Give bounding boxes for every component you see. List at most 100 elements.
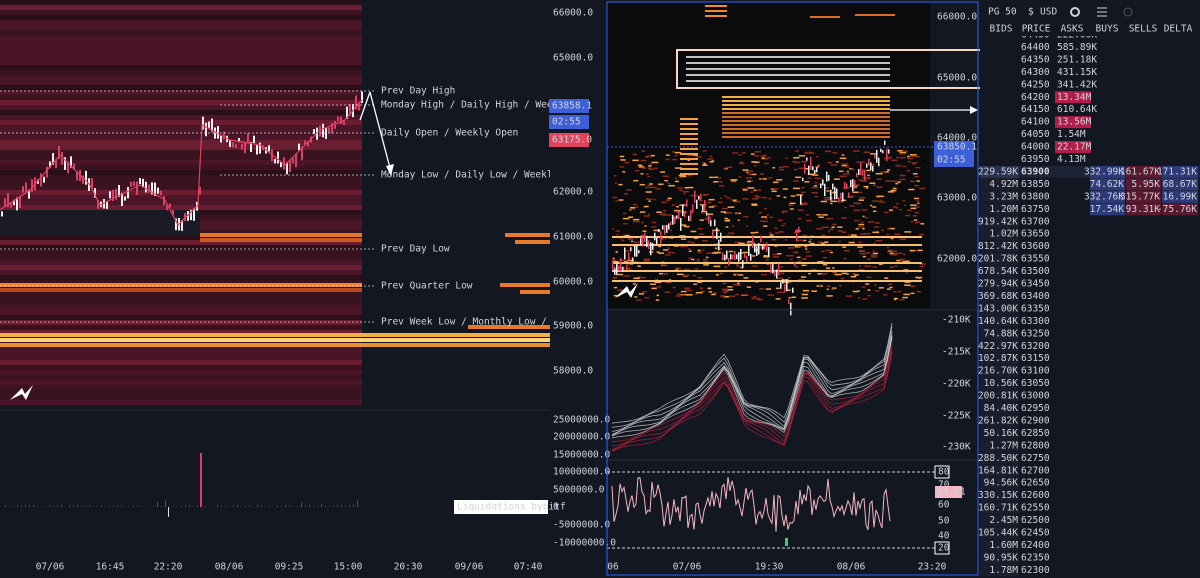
heat-dot bbox=[641, 150, 645, 153]
price: 63350 bbox=[1021, 303, 1050, 314]
heat-dot bbox=[787, 276, 791, 279]
heat-hot bbox=[680, 123, 698, 125]
heat-dot bbox=[863, 185, 869, 188]
heat-dot bbox=[767, 294, 774, 296]
candle bbox=[880, 148, 882, 153]
heat-dot bbox=[638, 166, 645, 168]
candle bbox=[862, 169, 864, 176]
heat-dot bbox=[741, 152, 746, 154]
heat-dot bbox=[876, 230, 879, 233]
heat-dot bbox=[662, 214, 667, 216]
price-marker bbox=[549, 133, 589, 147]
heat-dot bbox=[870, 256, 877, 258]
volume-bar bbox=[9, 506, 10, 507]
candle bbox=[874, 154, 876, 159]
heat-band bbox=[0, 330, 362, 335]
heat-band bbox=[0, 370, 362, 375]
heat-dot bbox=[650, 283, 656, 285]
volume-bar bbox=[57, 505, 58, 507]
heat-dot bbox=[891, 159, 898, 161]
heat-dot bbox=[726, 289, 734, 291]
heat-dot bbox=[667, 182, 671, 185]
heat-band bbox=[0, 180, 362, 185]
heat-dot bbox=[853, 209, 861, 212]
heat-dot bbox=[822, 256, 827, 259]
heat-dot bbox=[760, 155, 766, 157]
volume-bar bbox=[185, 505, 186, 507]
volume-bar bbox=[261, 505, 262, 507]
heat-dot bbox=[653, 167, 659, 170]
heat-dot bbox=[711, 160, 715, 162]
bid: 201.78K bbox=[978, 254, 1018, 265]
heat-dot bbox=[743, 215, 749, 218]
heat-dot bbox=[643, 215, 650, 217]
heat-dot bbox=[662, 175, 670, 178]
heat-dot bbox=[875, 172, 883, 175]
heat-dot bbox=[702, 164, 708, 166]
candle bbox=[304, 140, 306, 145]
heat-hot bbox=[705, 5, 727, 7]
bid-bg bbox=[980, 203, 1019, 216]
heat-dot bbox=[682, 190, 690, 193]
heat-dot bbox=[614, 182, 617, 184]
bid-bg bbox=[980, 390, 1019, 403]
ask: 13.56M bbox=[1057, 117, 1092, 128]
heat-dot bbox=[723, 291, 728, 294]
heat-dot bbox=[902, 296, 908, 299]
bid-bg bbox=[980, 253, 1019, 266]
heat-dot bbox=[702, 259, 708, 261]
heat-dot bbox=[844, 249, 850, 252]
heat-dot bbox=[904, 281, 911, 283]
volume-bar bbox=[321, 504, 322, 507]
heat-band bbox=[0, 285, 362, 290]
heat-dot bbox=[790, 195, 796, 197]
candle bbox=[774, 270, 776, 277]
heat-dot bbox=[777, 277, 783, 279]
heat-dot bbox=[620, 159, 626, 161]
heat-dot bbox=[841, 154, 845, 156]
heat-band bbox=[0, 335, 362, 340]
heat-dot bbox=[676, 273, 684, 276]
candle bbox=[752, 235, 754, 249]
heat-dot bbox=[692, 274, 696, 277]
heat-dot bbox=[862, 161, 866, 163]
volume-bar bbox=[37, 506, 38, 507]
heat-dot bbox=[778, 166, 784, 169]
bid-bg bbox=[980, 228, 1019, 241]
heat-dot bbox=[835, 161, 839, 163]
candle bbox=[349, 103, 351, 116]
heat-dot bbox=[896, 156, 900, 159]
heat-hot bbox=[200, 238, 362, 242]
heat-band bbox=[0, 80, 362, 85]
heat-dot bbox=[746, 286, 752, 288]
heat-dot bbox=[792, 251, 798, 254]
heat-dot bbox=[794, 246, 801, 248]
sell-bg bbox=[1126, 203, 1161, 216]
heat-hot bbox=[200, 233, 362, 237]
heat-dot bbox=[688, 257, 692, 260]
heat-hot bbox=[722, 116, 890, 118]
candle bbox=[888, 149, 890, 154]
price: 62500 bbox=[1021, 515, 1050, 526]
heat-dot bbox=[911, 162, 918, 164]
left-heatmap bbox=[0, 0, 550, 405]
heat-hot bbox=[680, 148, 698, 150]
heat-dot bbox=[915, 276, 919, 279]
heat-dot bbox=[867, 289, 871, 291]
heat-dot bbox=[816, 213, 822, 216]
candle bbox=[85, 170, 87, 185]
heat-dot bbox=[618, 183, 623, 186]
heat-dot bbox=[861, 286, 866, 288]
heat-band bbox=[0, 115, 362, 120]
price-tick: 65000.0 bbox=[937, 73, 977, 84]
heat-dot bbox=[612, 277, 617, 279]
candle bbox=[202, 116, 204, 130]
volume-tick: 20000000.0 bbox=[553, 432, 610, 443]
heat-dot bbox=[688, 250, 692, 252]
candle bbox=[322, 123, 324, 138]
volume-bar bbox=[329, 505, 330, 507]
heat-dot bbox=[703, 150, 707, 152]
candle bbox=[738, 252, 740, 262]
candle bbox=[818, 164, 820, 168]
heat-dot bbox=[791, 296, 796, 298]
